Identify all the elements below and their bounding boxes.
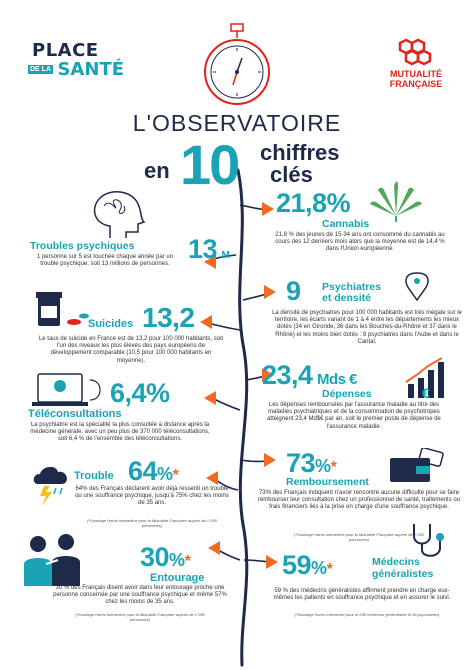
storm-cloud-icon: [33, 466, 67, 506]
subtitle-word-2: clés: [270, 162, 313, 187]
fact-remboursement-unit: %: [315, 456, 331, 476]
map-pin-icon: [405, 272, 429, 302]
fact-suicides-text: Le taux de suicide en France est de 13,2…: [38, 336, 224, 364]
fact-trouble-note: (*Sondage Harris Interactive pour la Mut…: [87, 518, 217, 528]
fact-medecins-label-2: généralistes: [372, 568, 434, 580]
fact-troubles-unit: M: [221, 250, 230, 261]
fact-suicides: Suicides 13,2 Le taux de suicide en Fran…: [22, 302, 234, 402]
fact-cannabis-figure: 21,8%: [276, 188, 351, 219]
fact-teleconsult: 6,4% Téléconsultations La psychiatrie es…: [14, 378, 234, 462]
laptop-videocall-icon: [32, 373, 101, 406]
fact-medecins-unit: %: [311, 558, 327, 578]
fact-psychiatres-label-2: et densité: [322, 292, 372, 304]
stopwatch-icon: [204, 23, 270, 105]
fact-troubles-value: 13: [188, 234, 218, 264]
fact-remboursement-star: *: [330, 459, 337, 476]
fact-trouble-text: 64% des Français déclarent avoir déjà re…: [75, 486, 229, 507]
brand-line-2-prefix: DE LA: [28, 65, 53, 74]
fact-depenses: 23,4 Mds € Dépenses Les dépenses rembour…: [262, 360, 468, 452]
fact-remboursement-value: 73: [286, 448, 316, 478]
cannabis-leaf-icon: [370, 181, 422, 222]
fact-depenses-figure: 23,4 Mds €: [262, 360, 358, 391]
fact-remboursement-figure: 73%*: [286, 448, 337, 479]
fact-teleconsult-value: 6,4: [110, 378, 147, 408]
brand-line-2-main: SANTÉ: [57, 59, 124, 80]
wallet-card-icon: [390, 448, 444, 482]
fact-medecins: 59%* Médecins généralistes 59 % des méde…: [270, 550, 466, 650]
fact-medecins-star: *: [326, 561, 333, 578]
brand-line-2: DE LA SANTÉ: [28, 59, 124, 80]
fact-psychiatres-text: La densité de psychiatres pour 100 000 h…: [272, 310, 462, 345]
fact-cannabis-text: 21,8 % des jeunes de 15-34 ans ont conso…: [275, 232, 445, 253]
fact-entourage-value: 30: [140, 542, 170, 572]
fact-teleconsult-unit: %: [146, 378, 170, 408]
fact-depenses-text: Les dépenses remboursées par l'assurance…: [267, 402, 441, 430]
fact-teleconsult-figure: 6,4%: [110, 378, 170, 409]
subtitle-word-1: chiffres: [260, 140, 340, 165]
page-subtitle: en 10 chiffres clés: [120, 133, 370, 196]
fact-remboursement: 73%* Remboursement 73% des Français indi…: [254, 448, 466, 552]
fact-depenses-unit: Mds €: [317, 371, 358, 388]
brand-line-1: PLACE: [32, 40, 99, 61]
partner-logo: MUTUALITÉ FRANÇAISE: [376, 38, 456, 89]
fact-teleconsult-text: La psychiatrie est la spécialité la plus…: [30, 422, 210, 443]
fact-remboursement-note: (*Sondage Harris Interactive pour la Mut…: [294, 532, 424, 542]
euro-growth-chart-icon: €: [405, 357, 444, 400]
subtitle-number: 10: [180, 133, 240, 196]
pills-bottle-icon: [36, 292, 89, 326]
fact-psychiatres: 9 Psychiatres et densité La densité de p…: [270, 276, 466, 368]
fact-medecins-label-1: Médecins: [372, 556, 420, 568]
partner-line-2: FRANÇAISE: [389, 79, 443, 89]
fact-entourage-figure: 30%*: [140, 542, 191, 573]
fact-entourage-text: 30 % des Français disent avoir dans leur…: [53, 585, 227, 606]
head-scribble-icon: [93, 191, 146, 238]
svg-text:€: €: [422, 385, 430, 400]
fact-cannabis-label: Cannabis: [322, 218, 370, 230]
fact-troubles-text: 1 personne sur 5 est touchée chaque anné…: [36, 254, 174, 268]
fact-depenses-label: Dépenses: [322, 388, 372, 400]
fact-psychiatres-label-1: Psychiatres: [322, 281, 381, 293]
fact-psychiatres-value: 9: [286, 276, 301, 306]
fact-medecins-figure: 59%*: [282, 550, 333, 581]
brand-logo: PLACE DE LA SANTÉ: [28, 40, 138, 86]
fact-depenses-value: 23,4: [262, 360, 313, 390]
partner-line-1: MUTUALITÉ: [390, 69, 442, 79]
fact-troubles: Troubles psychiques 13 M 1 personne sur …: [20, 234, 230, 308]
fact-entourage: 30%* Entourage 30 % des Français disent …: [44, 542, 238, 642]
fact-entourage-note: (*Sondage Harris Interactive pour la Mut…: [75, 612, 205, 622]
fact-cannabis-unit: %: [326, 188, 351, 218]
two-people-icon: [24, 534, 80, 586]
fact-remboursement-label: Remboursement: [286, 476, 369, 488]
fact-suicides-label: Suicides: [88, 318, 134, 330]
fact-trouble-star: *: [172, 467, 179, 484]
fact-trouble-label: Trouble: [74, 470, 114, 482]
fact-troubles-label: Troubles psychiques: [30, 240, 135, 252]
fact-trouble-figure: 64%*: [128, 456, 179, 487]
fact-medecins-note: (*Sondage Harris Interactive pour le 295…: [294, 612, 440, 617]
fact-troubles-figure: 13 M: [188, 234, 230, 265]
fact-cannabis: 21,8% Cannabis 21,8 % des jeunes de 15-3…: [270, 188, 466, 286]
fact-medecins-text: 59 % des médecins généralistes affirment…: [273, 588, 451, 602]
fact-teleconsult-label: Téléconsultations: [28, 408, 122, 420]
fact-trouble-value: 64: [128, 456, 158, 486]
fact-cannabis-value: 21,8: [276, 188, 327, 218]
fact-remboursement-text: 73% des Français indiquent n'avoir renco…: [257, 490, 461, 511]
page-title: L'OBSERVATOIRE: [132, 110, 342, 136]
fact-suicides-value: 13,2: [142, 302, 195, 333]
fact-entourage-star: *: [184, 553, 191, 570]
stethoscope-icon: [413, 524, 444, 557]
fact-trouble-unit: %: [157, 464, 173, 484]
hexagon-logo-icon: [398, 38, 432, 66]
fact-medecins-value: 59: [282, 550, 312, 580]
subtitle-prefix: en: [144, 158, 170, 183]
fact-entourage-label: Entourage: [150, 572, 205, 584]
fact-trouble: Trouble 64%* 64% des Français déclarent …: [72, 456, 238, 532]
fact-entourage-unit: %: [169, 550, 185, 570]
